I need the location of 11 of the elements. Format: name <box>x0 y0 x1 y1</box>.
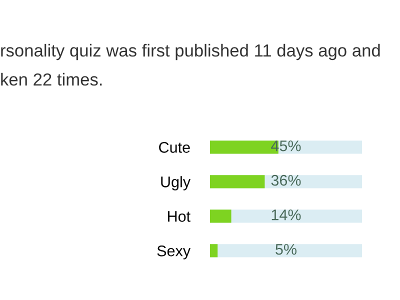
text: ken 22 times. <box>1 72 102 86</box>
y-tick-label: Cute <box>159 142 190 153</box>
y-tick-label: Hot <box>168 211 190 222</box>
y-tick-label: Sexy <box>157 246 191 260</box>
bar <box>210 244 218 258</box>
data-label: 14% <box>272 210 301 220</box>
data-label: 36% <box>271 174 301 186</box>
bar <box>210 210 232 223</box>
data-label: 5% <box>276 244 296 255</box>
y-tick-label: Ugly <box>161 176 191 190</box>
text: rsonality quiz was first published 11 days ago and <box>1 44 380 60</box>
